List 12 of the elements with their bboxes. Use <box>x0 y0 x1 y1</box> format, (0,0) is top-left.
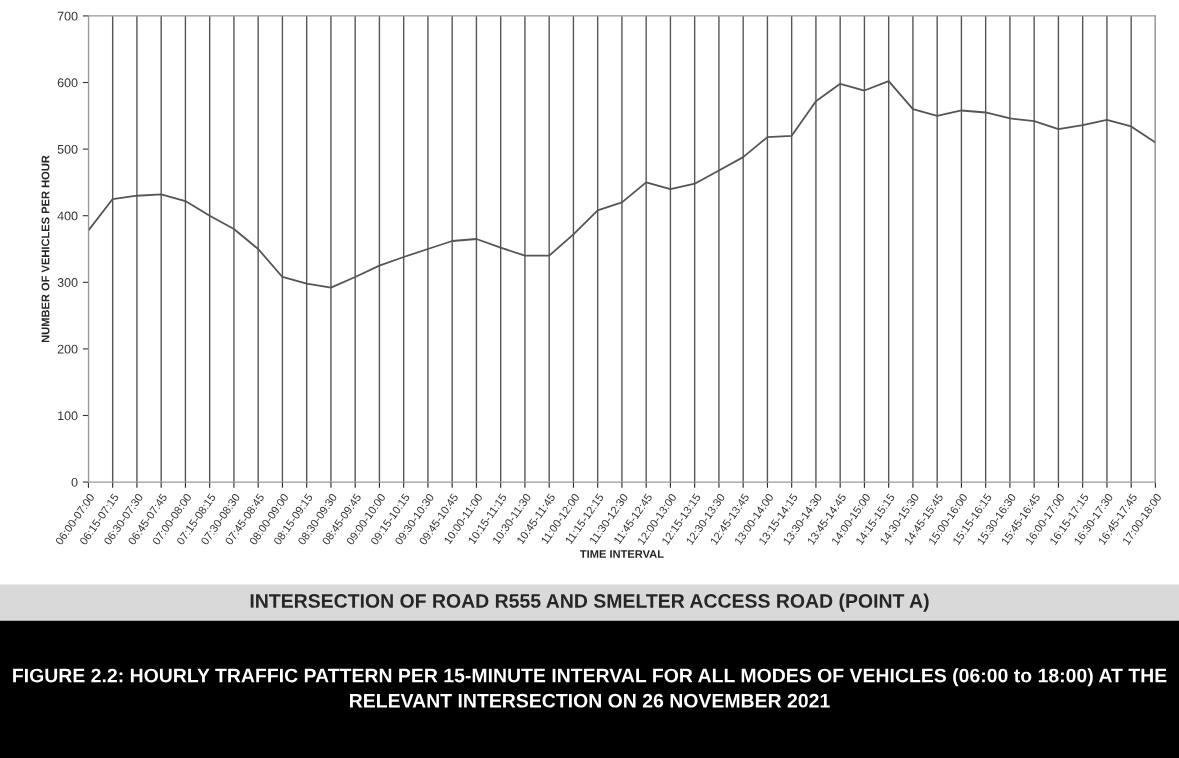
y-tick-label: 0 <box>71 477 78 487</box>
y-tick-label: 600 <box>57 78 78 88</box>
y-tick-label: 100 <box>58 411 78 421</box>
text: INTERSECTION OF ROAD R555 AND SMELTER ACCESS ROAD (POINT A) <box>250 593 929 612</box>
y-tick-label: 200 <box>57 344 78 354</box>
y-tick-label: 500 <box>57 144 78 154</box>
y-tick-label: 300 <box>57 278 78 287</box>
y-axis-title: NUMBER OF VEHICLES PER HOUR <box>41 155 50 343</box>
text: FIGURE 2.2: HOURLY TRAFFIC PATTERN PER 15-MINUTE INTERVAL FOR ALL MODES OF VEHICLES (06:00 to 18:00) AT THE RELEVANT INTERSECTION ON 26 NOVEMBER 2021 <box>13 668 1167 708</box>
y-tick-label: 400 <box>57 211 78 221</box>
y-tick-label: 700 <box>57 11 78 21</box>
x-axis-title: TIME INTERVAL <box>579 550 664 558</box>
